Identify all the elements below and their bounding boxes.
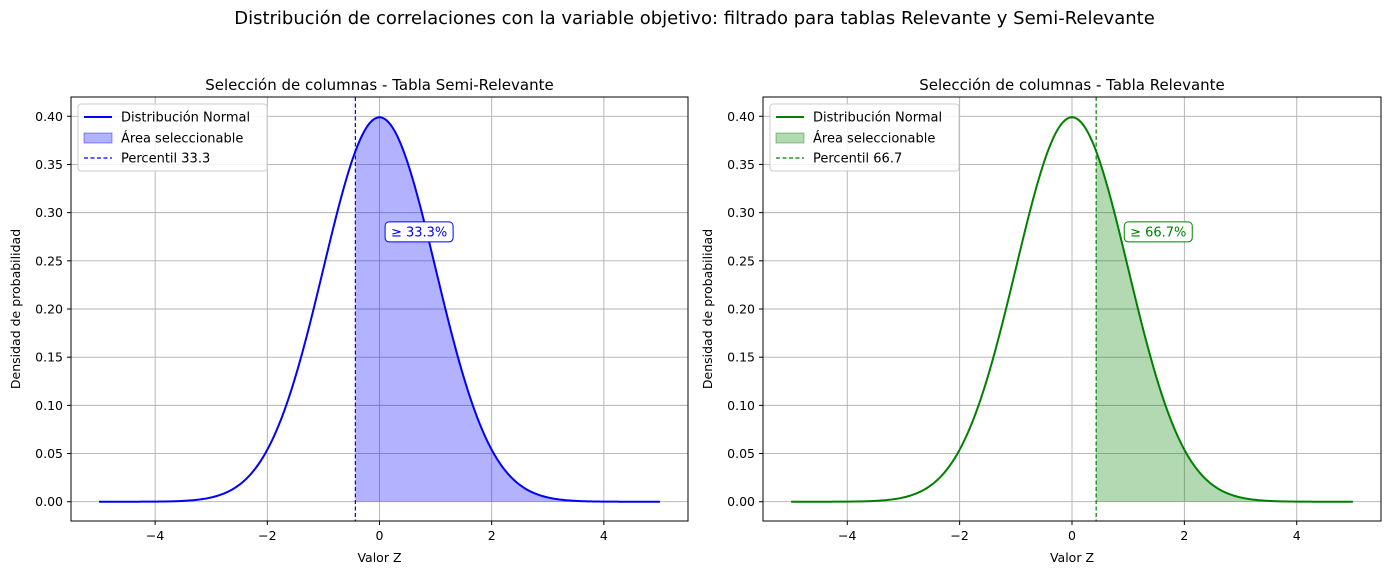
y-axis-label: Densidad de probabilidad: [8, 229, 23, 389]
legend: Distribución Normal Área seleccionable Per…: [769, 103, 960, 172]
legend-box: [769, 103, 960, 172]
y-tick-label: 0.05: [35, 446, 63, 461]
y-tick-label: 0.25: [727, 253, 755, 268]
legend-swatch-area: [775, 132, 805, 144]
chart-title: Selección de columnas - Tabla Semi-Relev…: [205, 76, 553, 94]
legend-swatch-area: [83, 132, 113, 144]
x-tick-label: 0: [1068, 528, 1076, 543]
y-tick-label: 0.20: [35, 302, 63, 317]
x-tick-label: 4: [1293, 528, 1301, 543]
legend-label: Distribución Normal: [121, 111, 250, 126]
y-axis-label: Densidad de probabilidad: [700, 229, 715, 389]
x-tick-label: 4: [600, 528, 608, 543]
x-axis-label: Valor Z: [357, 550, 401, 565]
y-tick-label: 0.05: [727, 446, 755, 461]
legend-label: Área seleccionable: [813, 131, 935, 147]
x-tick-label: 0: [376, 528, 384, 543]
legend: Distribución Normal Área seleccionable Per…: [77, 103, 268, 172]
x-tick-label: −2: [950, 528, 968, 543]
y-tick-label: 0.15: [35, 350, 63, 365]
y-tick-label: 0.40: [35, 109, 63, 124]
y-tick-label: 0.00: [35, 494, 63, 509]
annotation-label: ≥ 66.7%: [1130, 225, 1186, 240]
y-tick-label: 0.10: [35, 398, 63, 413]
x-tick-label: 2: [488, 528, 496, 543]
x-tick-label: −2: [258, 528, 276, 543]
y-tick-label: 0.15: [727, 350, 755, 365]
annotation-box: [1123, 221, 1193, 243]
chart-title: Selección de columnas - Tabla Relevante: [919, 76, 1225, 94]
legend-label: Percentil 33.3: [121, 152, 210, 167]
y-tick-label: 0.30: [727, 205, 755, 220]
legend-box: [77, 103, 268, 172]
y-tick-label: 0.35: [35, 157, 63, 172]
x-axis-label: Valor Z: [1050, 550, 1094, 565]
annotation-label: ≥ 33.3%: [391, 225, 447, 240]
y-tick-label: 0.00: [727, 494, 755, 509]
annotation: ≥ 66.7%: [1123, 221, 1193, 243]
annotation-box: [384, 221, 454, 243]
legend-label: Distribución Normal: [813, 111, 942, 126]
selectable-area: [355, 117, 660, 502]
x-tick-label: −4: [146, 528, 164, 543]
x-tick-label: −4: [838, 528, 856, 543]
normal-distribution-line: [99, 116, 660, 503]
selectable-area: [1096, 151, 1353, 502]
legend-label: Percentil 66.7: [813, 152, 902, 167]
y-tick-label: 0.40: [727, 109, 755, 124]
annotation: ≥ 33.3%: [384, 221, 454, 243]
y-tick-label: 0.10: [727, 398, 755, 413]
y-tick-label: 0.35: [727, 157, 755, 172]
y-tick-label: 0.20: [727, 302, 755, 317]
normal-distribution-line: [791, 116, 1353, 503]
figure-title: Distribución de correlaciones con la var…: [234, 8, 1155, 29]
y-tick-label: 0.30: [35, 205, 63, 220]
x-tick-label: 2: [1180, 528, 1188, 543]
legend-label: Área seleccionable: [121, 131, 243, 147]
y-tick-label: 0.25: [35, 253, 63, 268]
